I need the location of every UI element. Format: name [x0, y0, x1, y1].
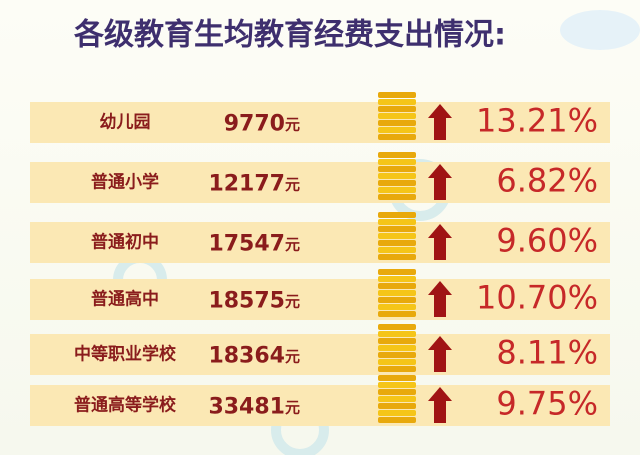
coin — [378, 159, 416, 165]
up-arrow — [428, 104, 452, 140]
amount-cell: 18364元 — [208, 344, 300, 369]
rows: 幼儿园 9770元 13.21%普通小学 12177元 6.82%普通初中 17547元 9… — [30, 92, 610, 426]
coin — [378, 417, 416, 423]
amount-cell: 33481元 — [208, 395, 300, 420]
growth: 9.75% — [496, 385, 598, 423]
amount: 33481 — [208, 395, 285, 420]
coin — [378, 92, 416, 98]
level: 普通初中 — [91, 232, 159, 253]
coin — [378, 166, 416, 172]
coin — [378, 106, 416, 112]
coin — [378, 304, 416, 310]
up-arrow — [428, 224, 452, 260]
coin — [378, 283, 416, 289]
amount: 17547 — [208, 232, 285, 257]
coin-stack — [378, 212, 416, 260]
level: 普通小学 — [91, 172, 159, 193]
coin — [378, 173, 416, 179]
unit: 元 — [285, 235, 300, 253]
amount-cell: 9770元 — [224, 112, 300, 137]
coin-stack — [378, 92, 416, 140]
amount: 18575 — [208, 289, 285, 314]
coin — [378, 410, 416, 416]
coin — [378, 187, 416, 193]
coin — [378, 375, 416, 381]
coin-stack — [378, 375, 416, 423]
coin — [378, 152, 416, 158]
coin — [378, 254, 416, 260]
row-band — [30, 102, 610, 143]
coin — [378, 180, 416, 186]
coin — [378, 396, 416, 402]
level: 普通高中 — [91, 289, 159, 310]
decor-cloud — [560, 10, 640, 50]
amount: 9770 — [224, 112, 285, 137]
title: 各级教育生均教育经费支出情况: — [73, 18, 506, 53]
amount-cell: 18575元 — [208, 289, 300, 314]
coin — [378, 247, 416, 253]
unit: 元 — [285, 175, 300, 193]
coin — [378, 127, 416, 133]
unit: 元 — [285, 115, 300, 133]
up-arrow — [428, 387, 452, 423]
coin — [378, 290, 416, 296]
up-arrow — [428, 336, 452, 372]
row-band — [30, 279, 610, 320]
amount: 12177 — [208, 172, 285, 197]
coin — [378, 352, 416, 358]
coin — [378, 359, 416, 365]
amount-cell: 17547元 — [208, 232, 300, 257]
amount-cell: 12177元 — [208, 172, 300, 197]
up-arrow — [428, 164, 452, 200]
coin — [378, 311, 416, 317]
coin-stack — [378, 152, 416, 200]
coin — [378, 240, 416, 246]
row-band — [30, 334, 610, 375]
coin — [378, 99, 416, 105]
coin — [378, 120, 416, 126]
coin-stack — [378, 269, 416, 317]
row-band — [30, 222, 610, 263]
coin — [378, 331, 416, 337]
coin — [378, 134, 416, 140]
coin — [378, 366, 416, 372]
coin — [378, 269, 416, 275]
growth: 6.82% — [496, 162, 598, 200]
row-band — [30, 162, 610, 203]
unit: 元 — [285, 347, 300, 365]
unit: 元 — [285, 292, 300, 310]
level: 普通高等学校 — [74, 395, 177, 416]
growth: 13.21% — [476, 102, 598, 140]
coin — [378, 233, 416, 239]
unit: 元 — [285, 398, 300, 416]
coin — [378, 219, 416, 225]
growth: 9.60% — [496, 222, 598, 260]
coin — [378, 338, 416, 344]
coin-stack — [378, 324, 416, 372]
coin — [378, 194, 416, 200]
coin — [378, 276, 416, 282]
coin — [378, 382, 416, 388]
growth: 10.70% — [476, 279, 598, 317]
coin — [378, 212, 416, 218]
coin — [378, 226, 416, 232]
coin — [378, 297, 416, 303]
growth: 8.11% — [496, 334, 598, 372]
coin — [378, 389, 416, 395]
amount: 18364 — [208, 344, 285, 369]
coin — [378, 403, 416, 409]
row-band — [30, 385, 610, 426]
up-arrow — [428, 281, 452, 317]
coin — [378, 113, 416, 119]
level: 幼儿园 — [100, 112, 151, 133]
coin — [378, 324, 416, 330]
level: 中等职业学校 — [74, 344, 177, 365]
coin — [378, 345, 416, 351]
